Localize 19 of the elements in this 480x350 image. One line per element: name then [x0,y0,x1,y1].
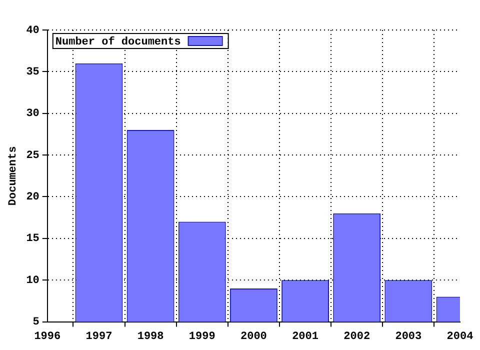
y-tick-label: 15 [26,233,40,246]
y-tick-label: 5 [32,316,40,329]
y-tick-label: 25 [26,150,40,162]
x-tick-label: 1998 [137,331,164,344]
y-tick-label: 35 [26,66,40,78]
y-axis-title: Documents [7,146,20,206]
legend-label: Number of documents [55,35,181,48]
x-tick-label: 2003 [395,331,422,344]
y-tick-label: 30 [26,108,40,120]
x-tick-label: 1996 [34,331,61,344]
x-tick-label: 2004 [446,331,474,344]
x-tick-label: 1997 [86,331,112,344]
x-tick-label: 2002 [344,331,370,344]
x-tick-label: 2001 [292,331,319,344]
y-tick-label: 10 [26,274,40,287]
x-tick-label: 2000 [240,331,267,344]
x-tick-label: 1999 [188,331,216,344]
y-tick-label: 40 [26,24,40,37]
y-tick-label: 20 [26,192,40,204]
